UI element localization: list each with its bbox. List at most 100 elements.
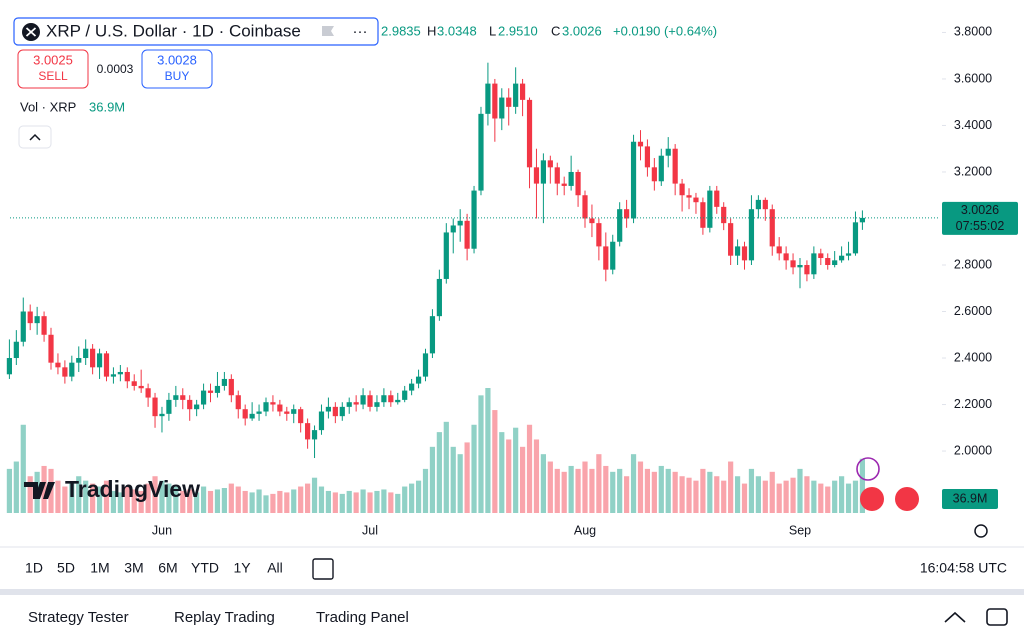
volume-bar [748, 468, 755, 513]
price-badge-countdown: 07:55:02 [956, 219, 1005, 233]
candle-body [547, 160, 553, 168]
volume-bar [575, 468, 581, 513]
symbol-box[interactable] [13, 17, 379, 46]
volume-bar [422, 468, 429, 513]
panel-tab[interactable]: Strategy Tester [28, 609, 129, 626]
candle-body [672, 148, 678, 184]
volume-bar [651, 471, 657, 513]
event-icon[interactable] [856, 457, 880, 481]
maximize-icon[interactable] [986, 608, 1008, 626]
event-flag-icon[interactable] [860, 487, 884, 511]
range-button[interactable]: 5D [57, 560, 75, 576]
sell-price: 3.0025 [33, 52, 73, 67]
candle-body [422, 353, 429, 377]
candle-body [69, 362, 75, 377]
candle-body [110, 374, 117, 377]
volume-bar [707, 471, 713, 513]
candle-body [187, 399, 193, 410]
expand-icon[interactable] [944, 611, 966, 623]
range-button[interactable]: YTD [191, 560, 219, 576]
volume-bar [360, 489, 366, 513]
ohlc-low: 2.9510 [498, 23, 538, 38]
candle-body [741, 246, 748, 261]
candle-body [617, 209, 623, 242]
more-button[interactable]: ··· [353, 23, 368, 40]
sell-button[interactable] [17, 49, 89, 89]
x-tick-label: Sep [789, 523, 811, 537]
volume-bar [346, 490, 352, 513]
footer: Strategy Tester Replay Trading Trading Pan… [28, 609, 409, 626]
candle-body [159, 413, 165, 417]
volume-bar [138, 490, 144, 513]
volume-bar [332, 492, 338, 513]
candle-body [845, 253, 852, 256]
goto-date-icon[interactable] [312, 558, 334, 580]
volume-bar [103, 480, 110, 513]
panel-tab[interactable]: Replay Trading [174, 609, 275, 626]
candle-body [624, 209, 630, 219]
buy-button[interactable] [141, 49, 213, 89]
volume-bar [457, 454, 463, 513]
volume-bar [665, 468, 671, 513]
range-button[interactable]: 1M [90, 560, 109, 576]
candle-body [603, 246, 609, 270]
volume-bar [443, 421, 449, 513]
candle-body [270, 402, 276, 405]
candle-body [554, 167, 560, 184]
x-tick-label: Jul [362, 523, 378, 537]
candle-body [180, 395, 186, 400]
candle-body [249, 413, 255, 419]
candle-body [533, 167, 540, 184]
event-flag-icon[interactable] [895, 487, 919, 511]
candle-body [637, 141, 644, 147]
candle-body [20, 311, 26, 342]
volume-badge [942, 489, 998, 509]
collapse-button[interactable] [18, 125, 52, 149]
candle-body [658, 155, 664, 182]
volume-bar [589, 468, 595, 513]
range-button[interactable]: All [267, 560, 283, 576]
candle-body [665, 148, 671, 156]
volume-bar [41, 465, 47, 513]
candle-body [519, 83, 526, 100]
candles [6, 62, 866, 459]
candle-body [526, 99, 533, 168]
volume-title: Vol · XRP [20, 99, 76, 114]
volume-bar [277, 490, 283, 513]
volume-bar [200, 486, 207, 513]
y-tick-label: 3.6000 [954, 71, 992, 85]
candle-body [76, 358, 82, 363]
candle-body [27, 311, 33, 324]
volume-bar [409, 483, 415, 513]
volume-bar [395, 493, 401, 513]
range-button[interactable]: 1Y [233, 560, 251, 576]
range-button[interactable]: 6M [158, 560, 177, 576]
range-button[interactable]: 3M [124, 560, 143, 576]
candle-body [332, 406, 338, 417]
candle-body [790, 260, 796, 268]
candle-body [277, 404, 283, 412]
candle-body [568, 171, 574, 186]
panel-tab[interactable]: Trading Panel [316, 609, 409, 626]
candle-body [214, 385, 221, 393]
candle-body [83, 348, 89, 359]
candle-body [235, 395, 241, 410]
volume-bar [249, 492, 255, 513]
volume-bar [159, 480, 165, 513]
sell-label: SELL [38, 69, 68, 83]
settings-icon[interactable] [974, 524, 988, 538]
range-button[interactable]: 1D [25, 560, 43, 576]
volume-bar [381, 489, 387, 513]
volume-bar [547, 461, 553, 513]
candle-body [194, 404, 200, 410]
candle-body [367, 395, 373, 407]
candle-body [360, 395, 366, 405]
candle-body [832, 260, 838, 265]
candle-body [839, 255, 845, 261]
volume-bar [769, 471, 775, 513]
spread: 0.0003 [97, 62, 134, 76]
buy-price: 3.0028 [157, 52, 197, 67]
volume-badge-value: 36.9M [953, 491, 988, 505]
watermark-logo [24, 482, 55, 499]
